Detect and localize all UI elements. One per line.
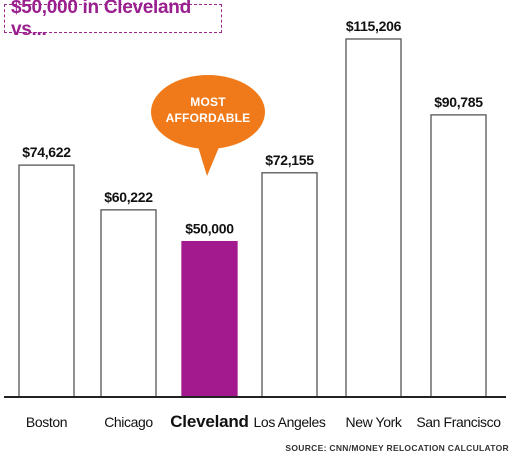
category-label-cleveland: Cleveland [170,412,249,431]
category-label-san-francisco: San Francisco [416,414,501,430]
bar-los-angeles [261,172,318,398]
bar-san-francisco [430,114,487,398]
most-affordable-callout: MOST AFFORDABLE [151,75,265,176]
source-note: SOURCE: CNN/MONEY RELOCATION CALCULATOR [285,443,509,453]
category-label-chicago: Chicago [104,414,153,430]
bars: $74,622 Boston $60,222 Chicago $50,000 Clevel… [18,18,502,431]
callout-line-1: MOST [190,95,226,109]
value-label-cleveland: $50,000 [185,221,234,237]
bar-chicago [100,209,157,398]
category-label-new-york: New York [346,414,403,430]
value-label-los-angeles: $72,155 [265,152,314,168]
callout-line-2: AFFORDABLE [166,111,251,125]
callout-bubble [151,75,265,149]
value-label-chicago: $60,222 [104,189,153,205]
bar-new-york [345,38,402,398]
bar-boston [18,164,75,398]
bar-cleveland [181,240,238,398]
value-label-boston: $74,622 [22,144,71,160]
category-label-los-angeles: Los Angeles [254,414,326,430]
value-label-new-york: $115,206 [346,18,402,34]
category-label-boston: Boston [26,414,67,430]
value-label-san-francisco: $90,785 [434,94,483,110]
callout-pointer [196,140,222,176]
